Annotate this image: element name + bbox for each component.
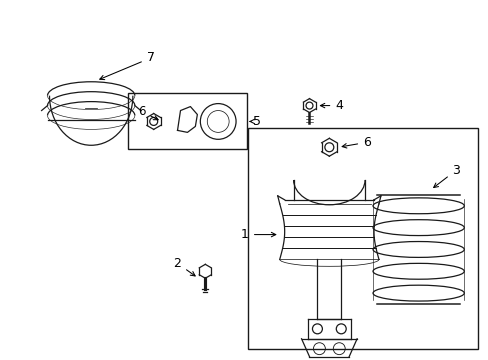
Text: 6: 6 <box>342 136 370 149</box>
Bar <box>247 129 477 349</box>
Text: 4: 4 <box>320 99 343 112</box>
Text: 2: 2 <box>173 257 195 276</box>
Text: 7: 7 <box>100 51 154 80</box>
Text: 1: 1 <box>241 228 275 241</box>
Text: 3: 3 <box>433 163 459 188</box>
Text: 5: 5 <box>252 115 261 128</box>
Bar <box>128 93 246 149</box>
Text: 6: 6 <box>138 105 158 120</box>
